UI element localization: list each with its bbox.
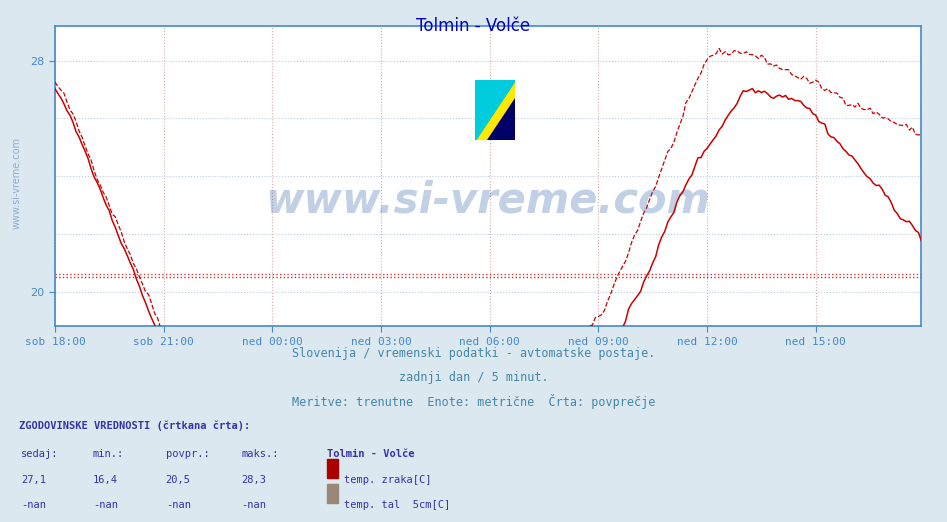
Text: -nan: -nan bbox=[241, 500, 266, 510]
Text: sedaj:: sedaj: bbox=[21, 449, 59, 459]
Text: min.:: min.: bbox=[93, 449, 124, 459]
Text: www.si-vreme.com: www.si-vreme.com bbox=[266, 179, 710, 221]
Text: 20,5: 20,5 bbox=[166, 475, 190, 485]
Text: temp. tal  5cm[C]: temp. tal 5cm[C] bbox=[344, 500, 450, 510]
Text: Tolmin - Volče: Tolmin - Volče bbox=[327, 449, 414, 459]
Polygon shape bbox=[487, 98, 515, 140]
Text: -nan: -nan bbox=[166, 500, 190, 510]
Text: Slovenija / vremenski podatki - avtomatske postaje.: Slovenija / vremenski podatki - avtomats… bbox=[292, 347, 655, 360]
Text: temp. zraka[C]: temp. zraka[C] bbox=[344, 475, 431, 485]
Text: 16,4: 16,4 bbox=[93, 475, 117, 485]
Text: Meritve: trenutne  Enote: metrične  Črta: povprečje: Meritve: trenutne Enote: metrične Črta: … bbox=[292, 394, 655, 409]
Text: 27,1: 27,1 bbox=[21, 475, 45, 485]
Text: Tolmin - Volče: Tolmin - Volče bbox=[417, 17, 530, 34]
Polygon shape bbox=[475, 80, 515, 140]
Text: -nan: -nan bbox=[93, 500, 117, 510]
Text: -nan: -nan bbox=[21, 500, 45, 510]
Text: povpr.:: povpr.: bbox=[166, 449, 209, 459]
Text: www.si-vreme.com: www.si-vreme.com bbox=[11, 137, 22, 229]
Text: zadnji dan / 5 minut.: zadnji dan / 5 minut. bbox=[399, 371, 548, 384]
Polygon shape bbox=[475, 80, 515, 140]
Text: 28,3: 28,3 bbox=[241, 475, 266, 485]
Text: ZGODOVINSKE VREDNOSTI (črtkana črta):: ZGODOVINSKE VREDNOSTI (črtkana črta): bbox=[19, 420, 250, 431]
Text: maks.:: maks.: bbox=[241, 449, 279, 459]
